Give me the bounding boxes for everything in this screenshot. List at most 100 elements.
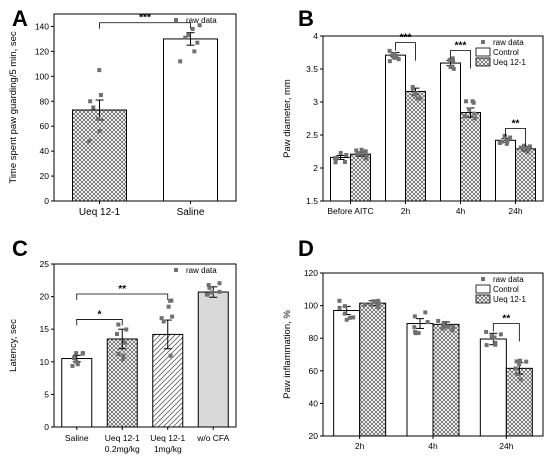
legend: raw data [174, 266, 217, 275]
raw-data-point [514, 359, 519, 364]
raw-data-point [525, 148, 530, 153]
raw-data-point [362, 302, 367, 307]
raw-data-point [412, 314, 417, 319]
significance-bracket [505, 128, 526, 147]
raw-data-point [425, 320, 430, 325]
legend-swatch [475, 47, 491, 57]
panel-letter: C [12, 236, 28, 261]
raw-data-point [333, 160, 338, 165]
significance-bracket [492, 323, 520, 342]
panel-letter: A [12, 6, 28, 31]
legend-marker-raw [481, 40, 485, 44]
y-tick-label: 100 [35, 71, 49, 81]
bar [163, 38, 218, 202]
y-tick-label: 120 [35, 46, 49, 56]
raw-data-point [444, 324, 449, 329]
raw-data-point [412, 325, 417, 330]
raw-data-point [515, 372, 520, 377]
y-tick-label: 1.5 [306, 196, 318, 206]
raw-data-point [376, 304, 381, 309]
y-axis-label: Time spent paw guarding/5 min, sec [8, 31, 19, 184]
x-tick-label: w/o CFA [196, 433, 229, 443]
x-tick-label: Ueq 12-1 [79, 207, 121, 218]
raw-data-point [498, 332, 503, 337]
raw-data-point [462, 114, 467, 119]
y-tick-label: 5 [44, 389, 49, 399]
bar [106, 338, 138, 428]
raw-data-point [394, 54, 399, 59]
raw-data-point [517, 362, 522, 367]
raw-data-point [98, 93, 103, 98]
raw-data-point [178, 59, 183, 64]
raw-data-point [472, 116, 477, 121]
raw-data-point [493, 342, 498, 347]
raw-data-point [80, 351, 85, 356]
raw-data-point [450, 56, 455, 61]
raw-data-point [116, 351, 121, 356]
legend-label: Control [493, 48, 519, 57]
bar-control [479, 338, 507, 437]
raw-data-point [451, 324, 456, 329]
raw-data-point [528, 144, 533, 149]
panel-b: B 1.5 2 2.5 3 3.5 4 Paw diameter, mm Before AITC… [282, 6, 544, 216]
raw-data-point [337, 305, 342, 310]
y-tick-label: 25 [40, 259, 50, 269]
y-tick-label: 3.5 [306, 64, 318, 74]
raw-data-point [204, 292, 209, 297]
significance-label: *** [139, 13, 151, 24]
bar-control [406, 323, 434, 437]
raw-data-point [337, 298, 342, 303]
raw-data-point [387, 48, 392, 53]
x-tick-label: 24h [508, 206, 522, 216]
raw-data-point [484, 343, 489, 348]
x-tick-label: 2h [401, 206, 411, 216]
raw-data-point [373, 299, 378, 304]
raw-data-point [333, 157, 338, 162]
raw-data-point [161, 319, 166, 324]
bar-control [495, 139, 516, 202]
raw-data-point [472, 111, 477, 116]
raw-data-point [70, 363, 75, 368]
raw-data-point [342, 311, 347, 316]
raw-data-point [192, 49, 197, 54]
raw-data-point [91, 105, 96, 110]
raw-data-point [116, 322, 121, 327]
y-tick-label: 120 [304, 268, 318, 278]
raw-data-point [195, 40, 200, 45]
legend-label: raw data [186, 16, 217, 25]
raw-data-point [450, 328, 455, 333]
panel-d: D 20 40 60 80 100 120 Paw inflammation, % 2h 4h 24… [282, 236, 544, 451]
raw-data-point [508, 135, 513, 140]
legend: raw data [174, 16, 217, 25]
significance-label: ** [118, 284, 126, 295]
y-tick-label: 15 [40, 324, 50, 334]
x-tick-label: 24h [499, 441, 513, 451]
raw-data-point [484, 329, 489, 334]
y-tick-label: 60 [309, 366, 319, 376]
y-tick-label: 10 [40, 357, 50, 367]
x-tick-label: 4h [456, 206, 466, 216]
raw-data-point [518, 145, 523, 150]
bar-ueq [350, 153, 371, 202]
y-tick-label: 40 [309, 398, 319, 408]
raw-data-point [524, 359, 529, 364]
panel-letter: B [298, 6, 314, 31]
raw-data-point [436, 318, 441, 323]
x-tick-label: Ueq 12-1 [150, 433, 185, 443]
raw-data-point [170, 314, 175, 319]
raw-data-point [451, 60, 456, 65]
significance-label: ** [512, 118, 520, 129]
x-tick-label: 1mg/kg [154, 444, 182, 454]
significance-bracket [99, 22, 191, 29]
raw-data-point [74, 351, 79, 356]
raw-data-point [197, 23, 202, 28]
raw-data-point [217, 289, 222, 294]
raw-data-point [415, 96, 420, 101]
x-tick-label: Ueq 12-1 [105, 433, 140, 443]
raw-data-point [363, 156, 368, 161]
raw-data-point [183, 35, 188, 40]
raw-data-point [122, 340, 127, 345]
raw-data-point [186, 33, 191, 38]
raw-data-point [392, 51, 397, 56]
raw-data-point [124, 327, 129, 332]
